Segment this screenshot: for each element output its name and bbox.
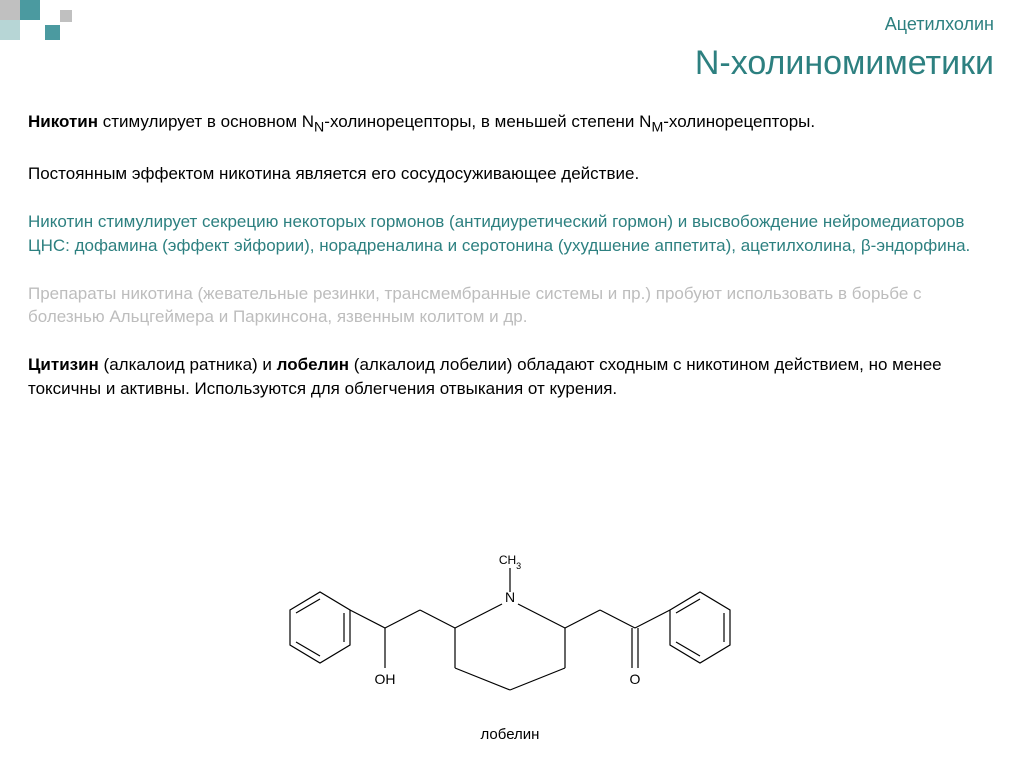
decoration-square: [0, 0, 20, 20]
atom-o: O: [630, 671, 641, 687]
molecule-figure: N CH3 OH O лобелин: [250, 550, 770, 743]
p5-mid1: (алкалоид ратника) и: [99, 355, 277, 374]
category-label: Ацетилхолин: [885, 14, 994, 35]
decoration-square: [60, 10, 72, 22]
decoration-square: [45, 25, 60, 40]
paragraph-1: Никотин стимулирует в основном NN-холино…: [28, 110, 996, 138]
molecule-caption: лобелин: [250, 726, 770, 743]
decoration-square: [0, 20, 20, 40]
page-title: N-холиномиметики: [695, 44, 994, 83]
p5-bold2: лобелин: [277, 355, 349, 374]
p5-bold1: Цитизин: [28, 355, 99, 374]
corner-decoration: [0, 0, 120, 50]
paragraph-3: Никотин стимулирует секрецию некоторых г…: [28, 210, 996, 258]
decoration-square: [20, 0, 40, 20]
p1-text: стимулирует в основном NN-холинорецептор…: [98, 112, 815, 131]
content-body: Никотин стимулирует в основном NN-холино…: [28, 110, 996, 425]
atom-n: N: [505, 589, 515, 605]
atom-oh: OH: [375, 671, 396, 687]
paragraph-5: Цитизин (алкалоид ратника) и лобелин (ал…: [28, 353, 996, 401]
paragraph-4: Препараты никотина (жевательные резинки,…: [28, 282, 996, 330]
molecule-svg: N CH3 OH O: [250, 550, 770, 720]
p1-bold: Никотин: [28, 112, 98, 131]
paragraph-2: Постоянным эффектом никотина является ег…: [28, 162, 996, 186]
